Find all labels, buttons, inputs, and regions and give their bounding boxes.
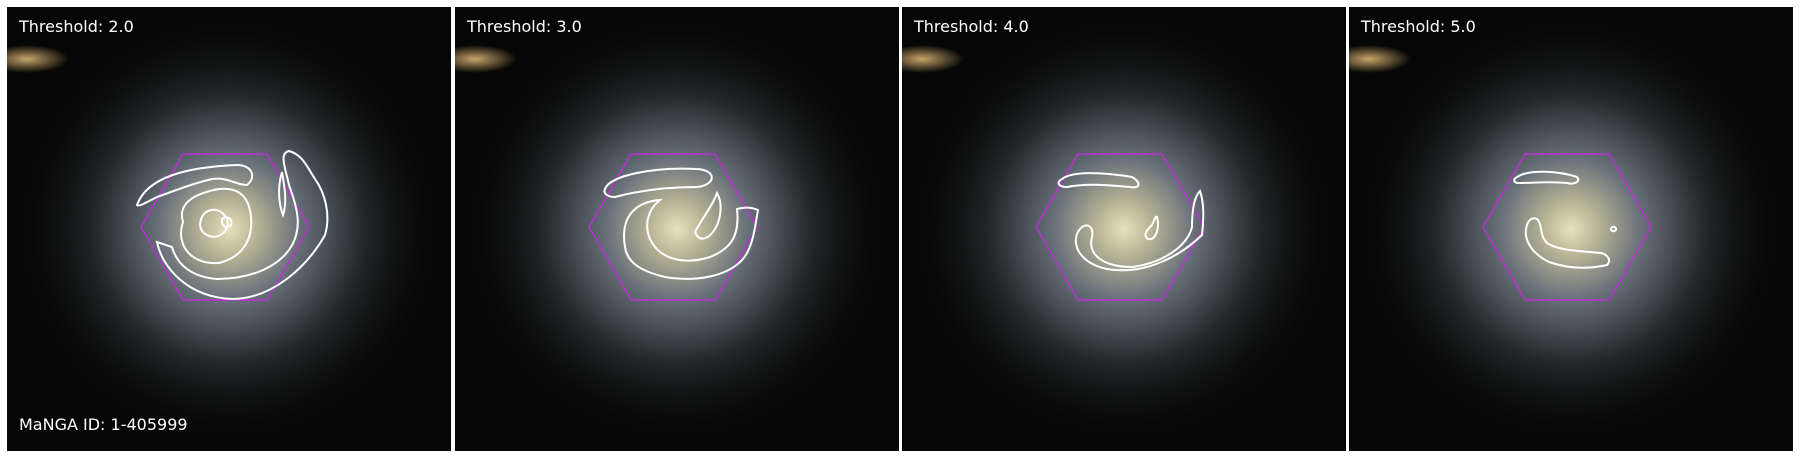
ifu-hexagon [588, 153, 758, 301]
threshold-label: Threshold: 5.0 [1361, 17, 1476, 36]
image-panel-threshold-2: Threshold: 2.0 MaNGA ID: 1-405999 [7, 7, 451, 451]
foreground-star [7, 45, 69, 73]
foreground-star [902, 45, 964, 73]
ifu-hexagon [140, 153, 310, 301]
galaxy-glow [1351, 9, 1791, 449]
galaxy-id-label: MaNGA ID: 1-405999 [19, 415, 188, 434]
image-panel-threshold-3: Threshold: 3.0 [455, 7, 899, 451]
galaxy-image [1349, 7, 1793, 451]
arm-contours [1057, 172, 1205, 272]
foreground-star [455, 45, 517, 73]
ifu-hexagon [1482, 153, 1652, 301]
galaxy-image [902, 7, 1346, 451]
image-panel-threshold-4: Threshold: 4.0 [902, 7, 1346, 451]
galaxy-image [455, 7, 899, 451]
arm-contours [1513, 170, 1618, 269]
arm-contours [135, 149, 329, 301]
galaxy-glow [457, 9, 897, 449]
galaxy-glow [904, 9, 1344, 449]
galaxy-image [7, 7, 451, 451]
threshold-label: Threshold: 4.0 [914, 17, 1029, 36]
threshold-label: Threshold: 2.0 [19, 17, 134, 36]
image-panel-threshold-5: Threshold: 5.0 [1349, 7, 1793, 451]
galaxy-glow [9, 9, 449, 449]
arm-contours [603, 167, 760, 280]
foreground-star [1349, 45, 1411, 73]
threshold-label: Threshold: 3.0 [467, 17, 582, 36]
ifu-hexagon [1035, 153, 1205, 301]
